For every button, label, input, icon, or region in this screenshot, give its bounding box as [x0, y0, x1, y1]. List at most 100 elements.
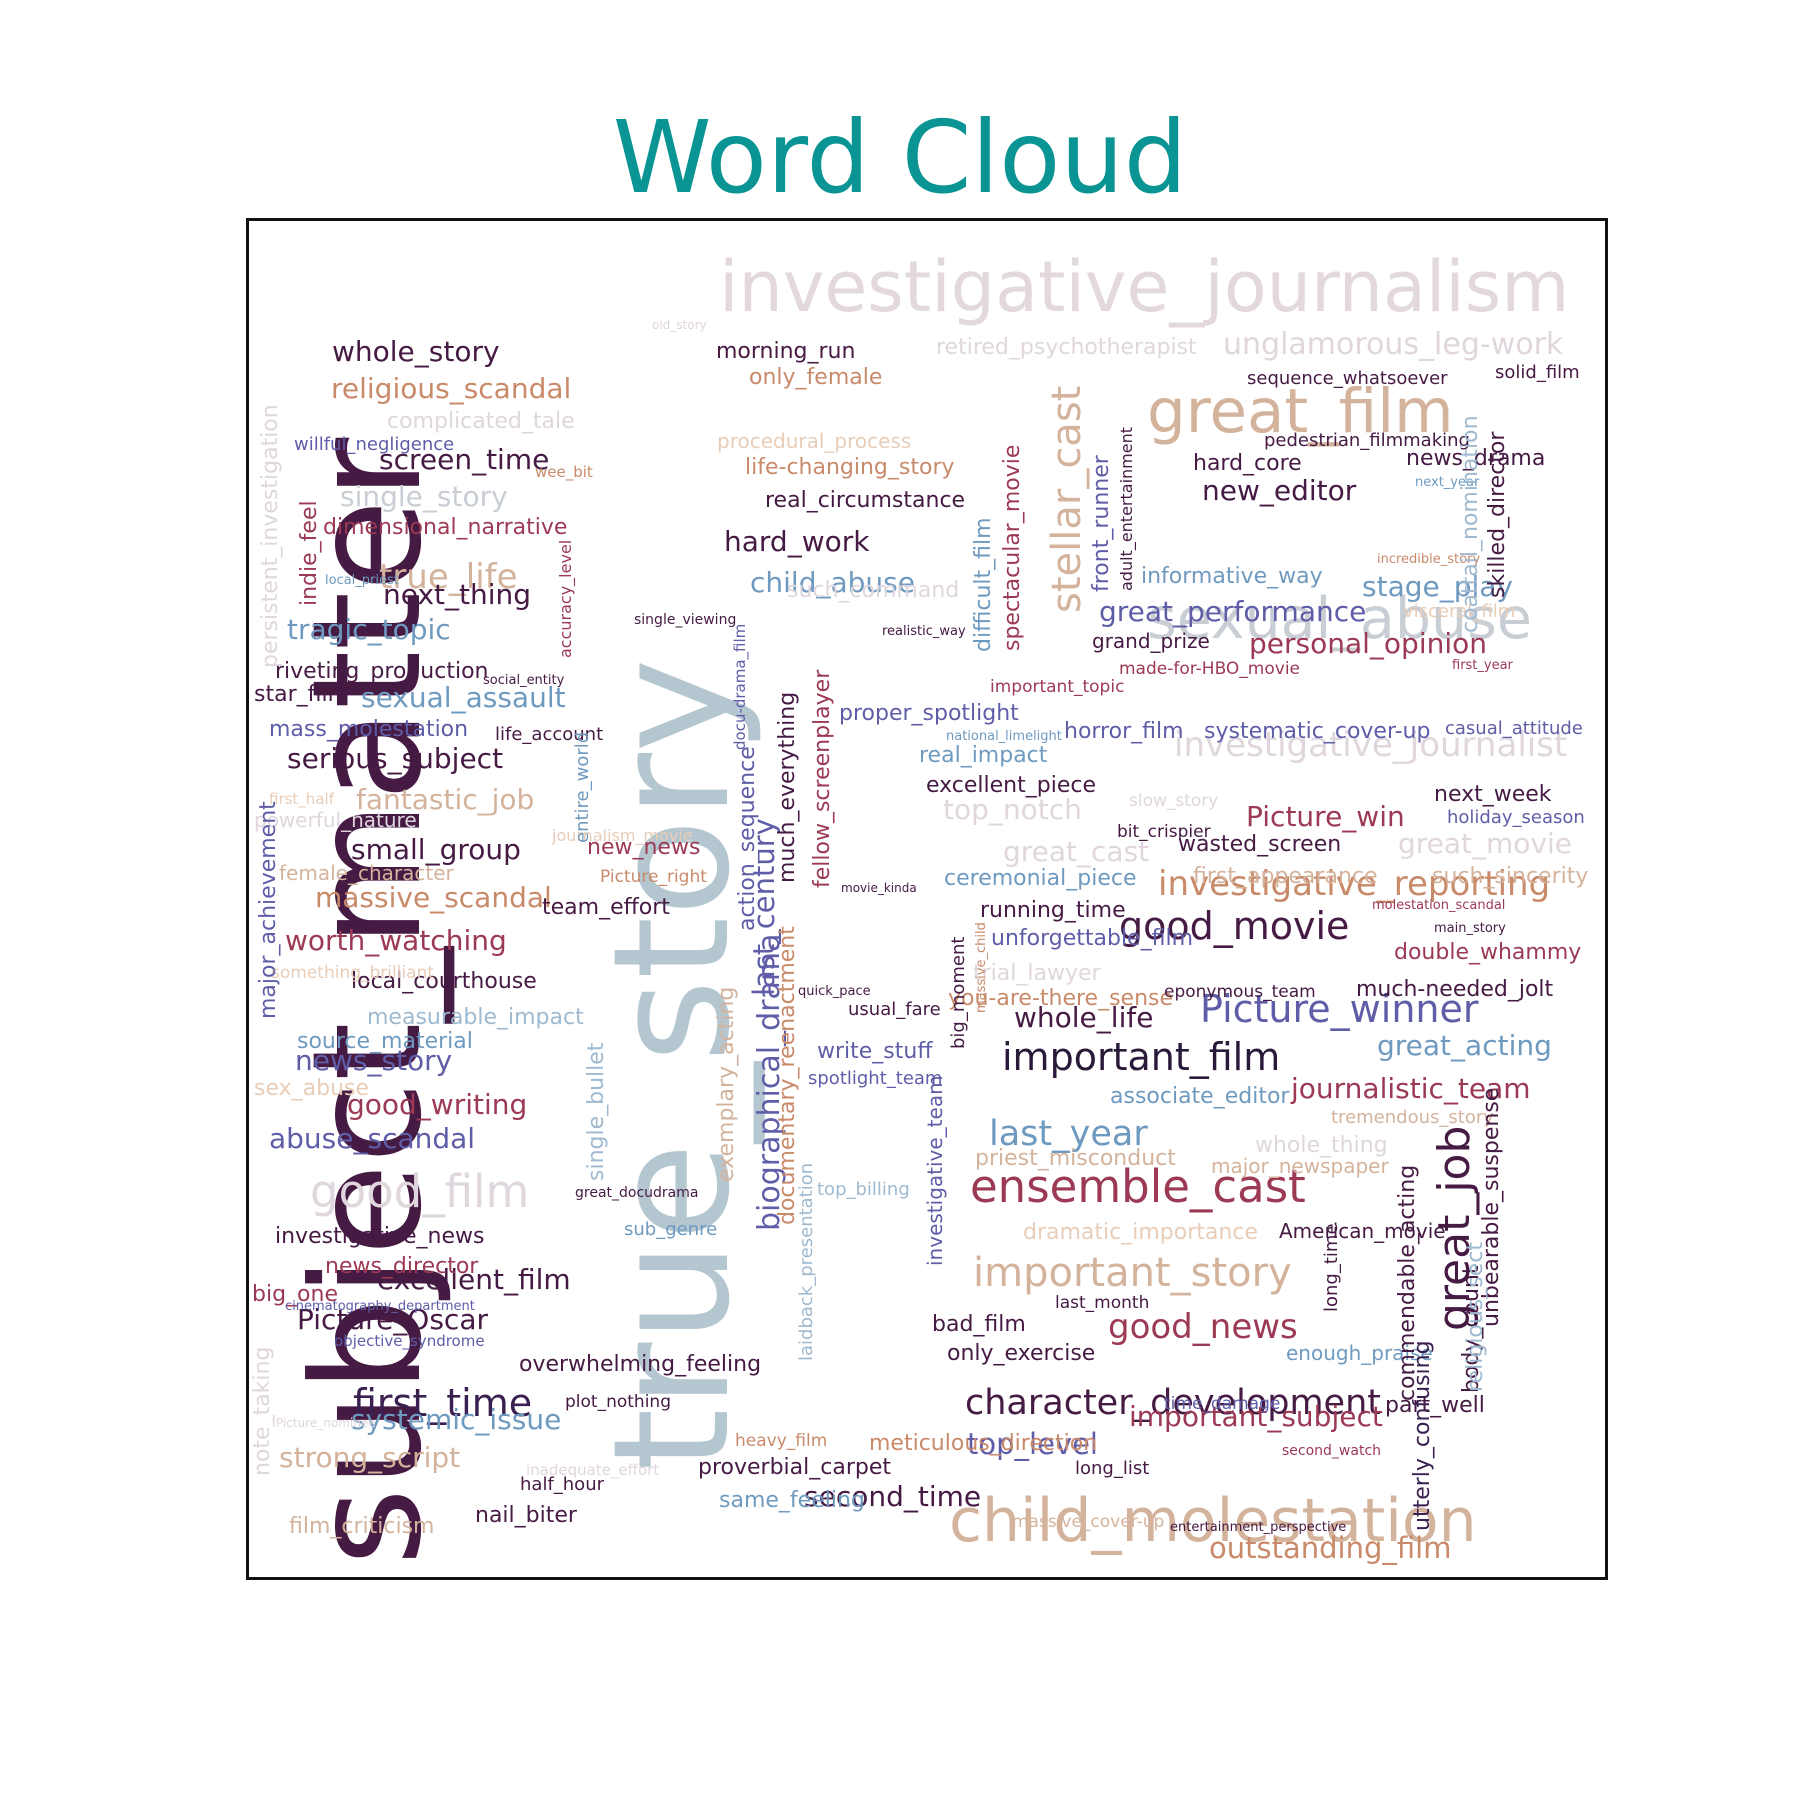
word-real-impact: real_impact: [919, 743, 1048, 768]
word-news-drama: news_drama: [1406, 446, 1545, 471]
word-whole-story: whole_story: [332, 335, 500, 368]
word-massive-scandal: massive_scandal: [315, 881, 552, 914]
word-eponymous-team: eponymous_team: [1164, 982, 1316, 1002]
word-big-moment: big_moment: [948, 937, 969, 1049]
word-write-stuff: write_stuff: [817, 1039, 933, 1064]
word-long-time: long_time: [1321, 1223, 1342, 1312]
word-slow-story: slow_story: [1129, 791, 1218, 811]
word-new-editor: new_editor: [1202, 474, 1357, 507]
word-sub-genre: sub_genre: [624, 1219, 717, 1240]
word-bad-film: bad_film: [932, 1312, 1026, 1337]
word-systematic-cover-up: systematic_cover-up: [1204, 719, 1430, 744]
word-strong-script: strong_script: [279, 1441, 460, 1474]
word-social-entity: social_entity: [483, 673, 565, 688]
word-massive-child: massive_child: [974, 922, 989, 1013]
word-great-docudrama: great_docudrama: [575, 1185, 698, 1201]
word-great-movie: great_movie: [1398, 827, 1572, 860]
word-spotlight-team: spotlight_team: [808, 1068, 942, 1089]
word-main-story: main_story: [1434, 921, 1506, 936]
word-biographical-drama: biographical_drama: [752, 934, 787, 1231]
word-riveting-production: riveting_production: [275, 659, 489, 684]
word-front-runner: front_runner: [1089, 454, 1114, 592]
chart-title: Word Cloud: [612, 99, 1188, 216]
word-subject-matter: subject_matter: [281, 437, 455, 1566]
word-important-story: important_story: [973, 1250, 1292, 1296]
word-screen-time: screen_time: [379, 443, 549, 476]
word-small-group: small_group: [351, 833, 521, 866]
word-true-life: true_life: [379, 557, 518, 597]
word-plot-nothing: plot_nothing: [565, 1392, 671, 1412]
word-bit-crispier: bit_crispier: [1117, 822, 1211, 842]
word-unglamorous-leg-work: unglamorous_leg-work: [1223, 327, 1564, 362]
word-docu-drama-film: docu-drama_film: [731, 624, 750, 750]
word-double-whammy: double_whammy: [1394, 940, 1581, 965]
word-great-cast: great_cast: [1003, 835, 1149, 868]
word-same-feeling: same_feeling: [719, 1488, 865, 1513]
word-laidback-presentation: laidback_presentation: [796, 1163, 817, 1361]
word-such-command: such_command: [787, 578, 959, 603]
word-local-priest: local_priest: [325, 573, 399, 588]
word-old-story: old_story: [652, 318, 707, 332]
word-proper-spotlight: proper_spotlight: [839, 701, 1019, 726]
word-such-sincerity: such_sincerity: [1432, 864, 1588, 889]
word-part-well: part_well: [1385, 1393, 1485, 1418]
word-picture-nominee: Picture_nominee: [276, 1416, 376, 1430]
word-hard-work: hard_work: [724, 525, 870, 558]
word-news-director: news_director: [325, 1254, 479, 1279]
word-willful-negligence: willful_negligence: [294, 434, 454, 455]
word-investigative-journalism: investigative_journalism: [719, 246, 1569, 328]
word-complicated-tale: complicated_tale: [387, 409, 575, 434]
word-documentary-reenactment: documentary_reenactment: [775, 926, 800, 1225]
word-overwhelming-feeling: overwhelming_feeling: [519, 1352, 761, 1377]
word-second-time: second_time: [804, 1480, 981, 1513]
word-sexual-assault: sexual_assault: [361, 681, 566, 714]
word-solid-film: solid_film: [1495, 362, 1580, 383]
word-serious-subject: serious_subject: [287, 742, 503, 775]
word-powerful-nature: powerful_nature: [254, 808, 417, 832]
word-outstanding-film: outstanding_film: [1209, 1531, 1451, 1565]
word-last-year: last_year: [989, 1114, 1148, 1154]
word-persistent-investigation: persistent_investigation: [258, 404, 283, 668]
word-morning-run: morning_run: [716, 339, 855, 364]
word-utterly-confusing: utterly_confusing: [1410, 1340, 1435, 1531]
word-stellar-cast: stellar_cast: [1044, 386, 1090, 613]
word-last-century: last_century: [747, 818, 781, 996]
word-something-brilliant: something_brilliant: [271, 963, 434, 983]
word-whole-life: whole_life: [1014, 1001, 1153, 1034]
word-ensemble-cast: ensemble_cast: [970, 1160, 1306, 1213]
word-cloud: subject_matter true_story investigative_jo…: [250, 246, 1588, 1566]
word-wasted-screen: wasted_screen: [1178, 832, 1341, 857]
word-entire-world: entire_world: [572, 732, 593, 843]
word-note-taking: note_taking: [250, 1347, 275, 1476]
word-great-film: great_film: [1147, 376, 1454, 447]
word-investigative-journalist: investigative_journalist: [1174, 725, 1567, 765]
word-top-level: top_level: [967, 1427, 1098, 1461]
word-major-achievement: major_achievement: [256, 801, 281, 1019]
word-great-performance: great_performance: [1099, 595, 1366, 628]
word-picture-winner: Picture_winner: [1200, 987, 1479, 1031]
word-sexual-abuse: sexual_abuse: [1147, 586, 1532, 652]
word-horror-film: horror_film: [1064, 719, 1184, 744]
word-much-everything: much_everything: [775, 692, 800, 883]
word-top-notch: top_notch: [943, 793, 1082, 826]
word-second-watch: second_watch: [1282, 1443, 1381, 1459]
word-molestation-scandal: molestation_scandal: [1372, 898, 1505, 913]
word-first-time: first_time: [353, 1381, 532, 1425]
word-real-circumstance: real_circumstance: [765, 488, 965, 513]
word-casual-attitude: casual_attitude: [1445, 718, 1583, 739]
word-quick-pace: quick_pace: [798, 984, 871, 999]
word-sequence-whatsoever: sequence_whatsoever: [1247, 368, 1448, 389]
word-body-count: body_count: [1459, 1265, 1484, 1393]
word-mass-molestation: mass_molestation: [269, 717, 468, 742]
word-cloud-frame: subject_matter true_story investigative_jo…: [246, 218, 1608, 1580]
word-top-billing: top_billing: [817, 1179, 910, 1200]
word-abuse-scandal: abuse_scandal: [269, 1122, 475, 1155]
word-good-news: good_news: [1108, 1307, 1298, 1347]
word-procedural-process: procedural_process: [717, 429, 911, 453]
word-spectacular-movie: spectacular_movie: [1000, 445, 1025, 651]
word-priest-misconduct: priest_misconduct: [975, 1146, 1176, 1171]
word-source-material: source_material: [297, 1029, 473, 1054]
word-only-exercise: only_exercise: [947, 1341, 1095, 1366]
word-proverbial-carpet: proverbial_carpet: [698, 1455, 891, 1480]
word-new-news: new_news: [587, 835, 700, 860]
